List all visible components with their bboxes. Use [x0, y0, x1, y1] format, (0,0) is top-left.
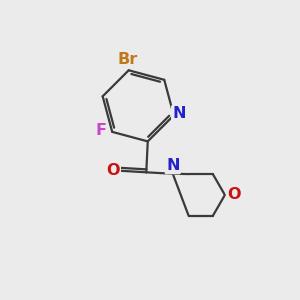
Text: O: O	[227, 188, 241, 202]
Text: F: F	[95, 123, 106, 138]
Text: N: N	[166, 158, 179, 173]
Text: O: O	[106, 163, 120, 178]
Text: Br: Br	[117, 52, 137, 67]
Text: N: N	[172, 106, 186, 122]
